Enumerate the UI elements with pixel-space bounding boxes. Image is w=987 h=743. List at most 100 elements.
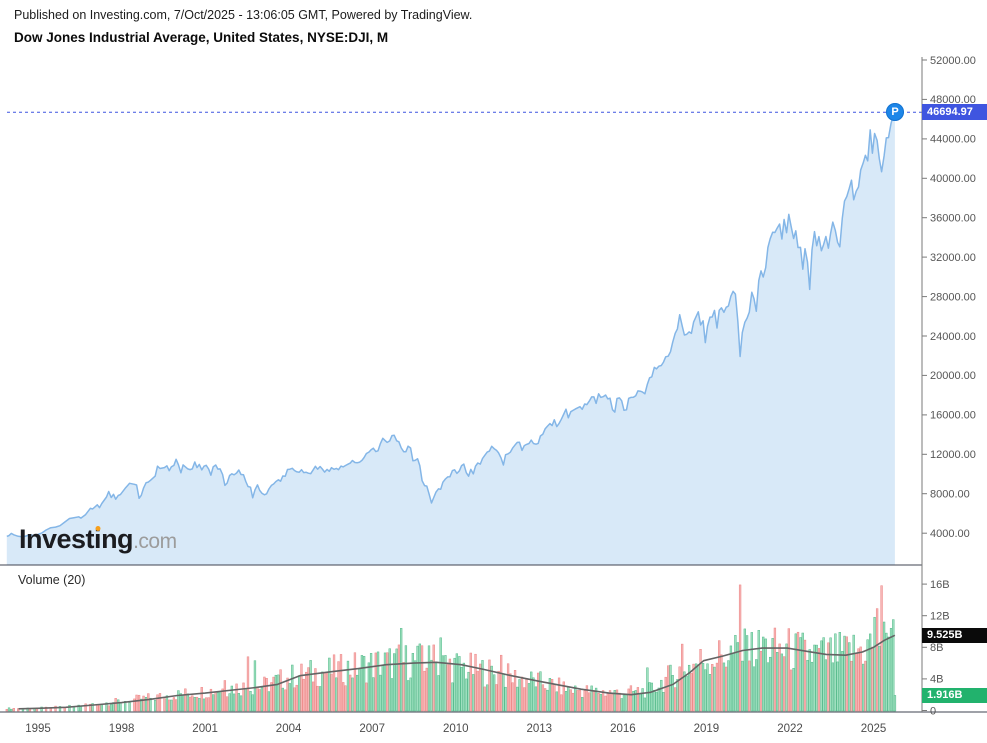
volume-bar	[636, 687, 640, 712]
volume-bar	[662, 692, 665, 712]
volume-bar	[91, 703, 94, 712]
volume-bar	[646, 667, 649, 712]
volume-bar	[873, 617, 876, 712]
volume-bar	[553, 683, 556, 712]
volume-bar	[195, 696, 199, 712]
volume-bar	[481, 660, 484, 712]
volume-bar	[246, 656, 250, 712]
volume-bar	[827, 642, 830, 712]
volume-bar	[799, 637, 802, 712]
volume-bar	[771, 638, 774, 712]
volume-bar	[518, 679, 521, 712]
volume-bar	[406, 680, 410, 712]
volume-bar	[137, 694, 141, 712]
volume-bar	[857, 648, 860, 712]
price-tick-label: 52000.00	[930, 55, 976, 67]
volume-bar	[225, 696, 229, 712]
volume-bar	[342, 682, 345, 712]
volume-bar	[511, 682, 514, 712]
volume-bar	[272, 676, 275, 712]
volume-bar	[787, 628, 790, 712]
volume-bar	[209, 688, 213, 712]
volume-bar	[5, 709, 8, 712]
volume-bar	[880, 585, 883, 712]
volume-bar	[537, 672, 540, 712]
volume-bar	[325, 672, 329, 712]
volume-bar	[824, 659, 828, 712]
volume-bar	[365, 682, 368, 712]
volume-bar	[193, 697, 196, 712]
volume-bar	[690, 673, 693, 712]
volume-bar	[7, 707, 11, 712]
volume-bar	[170, 699, 173, 712]
volume-bar	[755, 659, 758, 712]
volume-bar	[163, 698, 166, 712]
volume-bar	[889, 628, 893, 712]
volume-bar	[186, 693, 189, 712]
volume-bar	[775, 652, 779, 712]
price-tick-label: 40000.00	[930, 173, 976, 185]
volume-bar	[351, 677, 354, 712]
volume-bar	[128, 702, 131, 712]
volume-bar	[608, 690, 612, 712]
volume-bar	[328, 657, 331, 712]
volume-bar	[339, 654, 343, 712]
volume-bar	[79, 705, 83, 712]
volume-bar	[286, 677, 289, 712]
logo-orange-dot-i: i	[94, 524, 102, 554]
volume-bar	[701, 663, 705, 712]
year-tick-label: 2004	[276, 723, 302, 735]
volume-bar	[810, 661, 814, 712]
volume-bar	[358, 668, 361, 712]
volume-bar	[312, 681, 315, 712]
volume-bar	[548, 678, 552, 712]
volume-bar	[202, 698, 206, 712]
volume-bar	[44, 706, 48, 712]
volume-bar	[467, 671, 470, 712]
volume-bar	[479, 663, 482, 712]
volume-bar	[181, 695, 185, 712]
volume-bar	[402, 662, 405, 712]
volume-bar	[404, 645, 408, 712]
volume-bar	[611, 693, 614, 712]
volume-bar	[437, 675, 440, 712]
volume-bar	[785, 643, 788, 712]
volume-bar	[625, 694, 628, 712]
volume-bar	[576, 690, 579, 712]
volume-bar	[796, 631, 800, 712]
volume-bar	[683, 671, 686, 712]
volume-bar	[198, 698, 201, 712]
volume-bar	[643, 697, 647, 712]
volume-bar	[808, 649, 811, 712]
volume-bar	[135, 694, 138, 712]
volume-bar	[274, 674, 277, 712]
volume-bar	[734, 635, 737, 712]
volume-bar	[260, 687, 264, 712]
volume-indicator-label: Volume (20)	[18, 573, 86, 587]
volume-bar	[142, 695, 145, 712]
volume-bar	[309, 660, 312, 712]
volume-bar	[293, 687, 296, 712]
volume-bar	[158, 693, 162, 712]
volume-bar	[448, 658, 452, 712]
volume-bar	[622, 694, 626, 712]
volume-bar	[149, 697, 152, 712]
volume-bar	[578, 690, 582, 712]
volume-bar	[10, 708, 13, 712]
volume-bar	[882, 621, 886, 712]
volume-bar	[281, 687, 284, 712]
volume-bar	[727, 660, 730, 712]
volume-bar	[766, 662, 770, 712]
volume-bar	[585, 685, 589, 712]
volume-bar	[332, 654, 336, 712]
volume-bar	[574, 685, 577, 712]
volume-bar	[650, 682, 653, 712]
volume-bar	[866, 639, 869, 712]
volume-bar	[117, 699, 120, 712]
volume-bar	[114, 698, 117, 712]
volume-bar	[848, 642, 851, 712]
volume-bar	[369, 653, 373, 712]
volume-bar	[68, 704, 71, 712]
volume-bar	[230, 685, 233, 712]
